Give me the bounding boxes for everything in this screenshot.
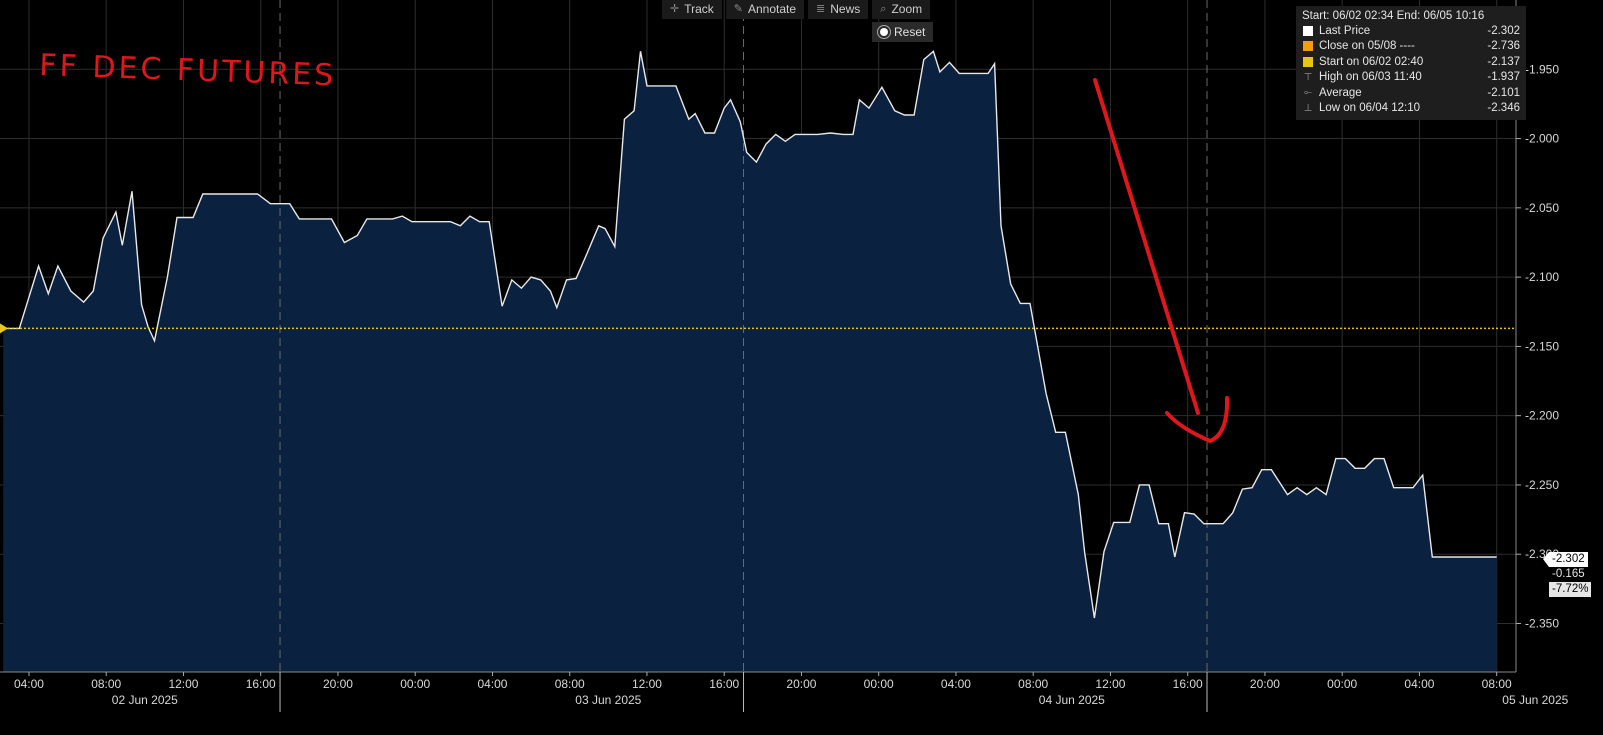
session-break-lines bbox=[279, 0, 1208, 672]
legend-row[interactable]: Close on 05/08 ---- -2.736 bbox=[1302, 39, 1520, 55]
news-label: News bbox=[830, 2, 861, 16]
x-tick-label: 12:00 bbox=[632, 677, 662, 691]
legend-value: -2.346 bbox=[1487, 102, 1520, 115]
chart-legend: Start: 06/02 02:34 End: 06/05 10:16 Last… bbox=[1296, 6, 1526, 120]
annotation-arrow bbox=[1093, 78, 1230, 443]
legend-swatch bbox=[1302, 25, 1314, 36]
x-tick-label: 12:00 bbox=[168, 677, 198, 691]
x-tick-label: 04:00 bbox=[477, 677, 507, 691]
legend-row[interactable]: Start on 06/02 02:40 -2.137 bbox=[1302, 54, 1520, 70]
legend-swatch bbox=[1302, 41, 1314, 52]
radio-icon bbox=[880, 28, 888, 36]
pencil-icon: ✎ bbox=[733, 3, 743, 15]
legend-label: High on 06/03 11:40 bbox=[1319, 71, 1422, 84]
x-tick-label: 16:00 bbox=[246, 677, 276, 691]
y-tick-label: -2.000 bbox=[1525, 132, 1559, 146]
legend-value: -2.302 bbox=[1487, 24, 1520, 37]
legend-row[interactable]: Last Price -2.302 bbox=[1302, 23, 1520, 39]
legend-row[interactable]: ⟜ Average -2.101 bbox=[1302, 85, 1520, 101]
price-line[interactable] bbox=[3, 50, 1497, 619]
price-area-fill bbox=[3, 51, 1497, 673]
x-tick-label: 20:00 bbox=[786, 677, 816, 691]
legend-value: -2.736 bbox=[1487, 40, 1520, 53]
legend-value: -2.101 bbox=[1487, 86, 1520, 99]
track-label: Track bbox=[684, 2, 714, 16]
average-marker-icon: ⟜ bbox=[1304, 87, 1312, 99]
last-price-pointer bbox=[1543, 552, 1549, 567]
legend-label: Low on 06/04 12:10 bbox=[1319, 102, 1421, 115]
legend-label: Start on 06/02 02:40 bbox=[1319, 55, 1424, 68]
news-icon: ≣ bbox=[816, 3, 826, 15]
legend-row[interactable]: ⊥ Low on 06/04 12:10 -2.346 bbox=[1302, 101, 1520, 117]
magnifier-icon: ⌕ bbox=[880, 3, 887, 15]
last-price-tag: -2.302 bbox=[1549, 552, 1588, 567]
legend-swatch-square bbox=[1303, 56, 1313, 67]
net-change-tag: -0.165 bbox=[1549, 567, 1588, 582]
x-tick-label: 04:00 bbox=[14, 677, 44, 691]
x-tick-label: 20:00 bbox=[323, 677, 353, 691]
legend-value: -2.137 bbox=[1487, 55, 1520, 68]
date-label: 04 Jun 2025 bbox=[1039, 693, 1105, 707]
date-label: 05 Jun 2025 bbox=[1502, 693, 1568, 707]
x-tick-label: 00:00 bbox=[1327, 677, 1357, 691]
start-price-marker bbox=[0, 323, 8, 334]
y-tick-label: -2.150 bbox=[1525, 339, 1559, 353]
x-tick-label: 16:00 bbox=[709, 677, 739, 691]
high-marker-icon: ⊤ bbox=[1303, 71, 1313, 83]
annotate-label: Annotate bbox=[748, 2, 797, 16]
legend-range-header: Start: 06/02 02:34 End: 06/05 10:16 bbox=[1302, 10, 1485, 22]
x-tick-label: 08:00 bbox=[91, 677, 121, 691]
track-button[interactable]: ✛ Track bbox=[662, 0, 722, 19]
legend-swatch-square bbox=[1303, 41, 1313, 52]
x-axis: 04:00 08:00 12:00 16:00 20:00 00:00 04:00 08:00… bbox=[0, 671, 1569, 712]
zoom-button[interactable]: ⌕ Zoom bbox=[872, 0, 931, 19]
news-button[interactable]: ≣ News bbox=[808, 0, 869, 19]
y-tick-label: -1.950 bbox=[1525, 62, 1559, 76]
y-tick-label: -2.100 bbox=[1525, 270, 1559, 284]
legend-label: Last Price bbox=[1319, 24, 1371, 37]
legend-label: Average bbox=[1319, 86, 1362, 99]
legend-label: Close on 05/08 ---- bbox=[1319, 40, 1415, 53]
x-tick-label: 20:00 bbox=[1250, 677, 1280, 691]
legend-swatch bbox=[1302, 56, 1314, 67]
x-tick-label: 08:00 bbox=[1482, 677, 1512, 691]
x-tick-label: 12:00 bbox=[1095, 677, 1125, 691]
legend-swatch-square bbox=[1303, 25, 1313, 36]
chart-toolbar: ✛ Track ✎ Annotate ≣ News ⌕ Zoom bbox=[662, 0, 931, 19]
legend-rows: Last Price -2.302 Close on 05/08 ---- -2.73… bbox=[1302, 23, 1520, 116]
x-tick-label: 04:00 bbox=[1404, 677, 1434, 691]
x-tick-label: 00:00 bbox=[864, 677, 894, 691]
zoom-label: Zoom bbox=[891, 2, 923, 16]
y-tick-label: -2.250 bbox=[1525, 478, 1559, 492]
reset-button[interactable]: Reset bbox=[872, 22, 934, 42]
crosshair-icon: ✛ bbox=[670, 3, 680, 15]
x-tick-label: 08:00 bbox=[555, 677, 585, 691]
legend-row[interactable]: ⊤ High on 06/03 11:40 -1.937 bbox=[1302, 70, 1520, 86]
reset-label: Reset bbox=[894, 25, 926, 39]
legend-value: -1.937 bbox=[1487, 71, 1520, 84]
x-tick-label: 04:00 bbox=[941, 677, 971, 691]
annotate-button[interactable]: ✎ Annotate bbox=[725, 0, 805, 19]
y-tick-label: -2.350 bbox=[1525, 617, 1559, 631]
date-label: 03 Jun 2025 bbox=[575, 693, 641, 707]
date-label: 02 Jun 2025 bbox=[112, 693, 178, 707]
x-tick-label: 00:00 bbox=[400, 677, 430, 691]
percent-change-tag: -7.72% bbox=[1549, 582, 1592, 597]
y-tick-label: -2.050 bbox=[1525, 201, 1559, 215]
low-marker-icon: ⊥ bbox=[1303, 102, 1313, 114]
y-tick-label: -2.200 bbox=[1525, 409, 1559, 423]
x-tick-label: 16:00 bbox=[1173, 677, 1203, 691]
x-tick-label: 08:00 bbox=[1018, 677, 1048, 691]
